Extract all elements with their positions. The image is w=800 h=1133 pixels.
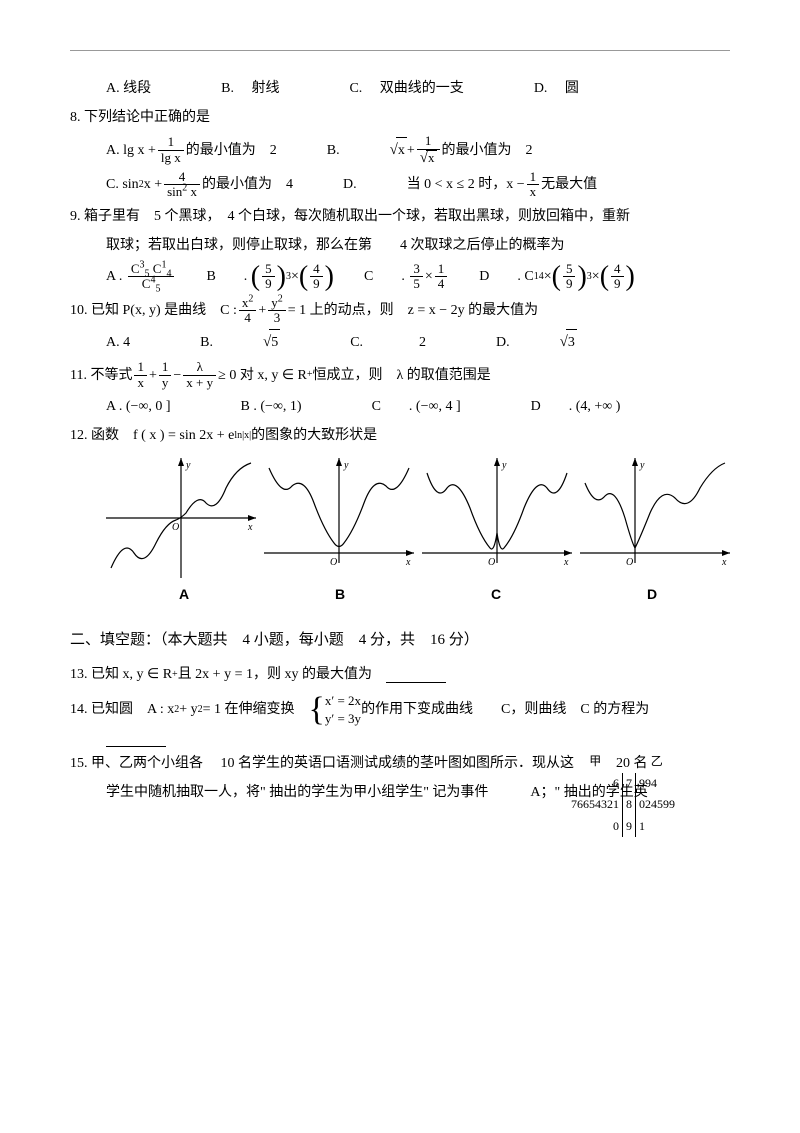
q13: 13. 已知 x, y ∈ R+ 且 2x + y = 1，则 xy 的最大值为: [70, 662, 730, 687]
q7-opt-a: A. 线段: [106, 76, 151, 101]
svg-text:y: y: [639, 460, 645, 471]
label-a: A: [179, 582, 189, 607]
q15-num: 15.: [70, 751, 88, 776]
q8-b-sqrt: x: [390, 137, 407, 164]
q11-stem: 11. 不等式 1x + 1y − λx + y ≥ 0 对 x, y ∈ R+…: [70, 360, 730, 390]
q8-b-post: 的最小值为 2: [442, 138, 533, 163]
q9-a-frac: C35 C14 C45: [128, 262, 175, 292]
q10-a: A. 4: [106, 330, 130, 355]
q10-options: A. 4 B. 5 C. 2 D. 3: [70, 329, 730, 356]
graph-a: O x y: [106, 458, 256, 578]
svg-text:x: x: [721, 557, 727, 568]
q8-num: 8.: [70, 105, 81, 130]
q9-c: C .: [364, 264, 405, 289]
q9-stem1: 9. 箱子里有 5 个黑球， 4 个白球，每次随机取出一个球，若取出黑球，则放回…: [70, 204, 730, 229]
graph-b: O x y: [264, 458, 414, 578]
q8-stem: 8. 下列结论中正确的是: [70, 105, 730, 130]
q7-options: A. 线段 B. 射线 C. 双曲线的一支 D. 圆: [70, 76, 730, 101]
q9-b-expr: (59)3 ×(49): [251, 262, 334, 292]
q8-b-plus: +: [407, 138, 415, 163]
q12-labels: A B C D: [106, 582, 730, 607]
q11-d: D . (4, +∞ ): [531, 394, 621, 419]
q11-b: B . (−∞, 1): [241, 394, 302, 419]
q7-opt-b: B. 射线: [221, 76, 279, 101]
label-d: D: [647, 582, 657, 607]
q8-row2: C. sin2 x + 4 sin2 x 的最小值为 4 D. 当 0 < x …: [70, 170, 730, 200]
q10-num: 10.: [70, 298, 88, 323]
svg-text:y: y: [501, 460, 507, 471]
q10-c: C. 2: [350, 330, 426, 355]
q10-b: B.: [200, 330, 213, 355]
graph-d: O x y: [580, 458, 730, 578]
q8-row1: A. lg x + 1 lg x 的最小值为 2 B. x + 1 x 的最小值…: [70, 134, 730, 166]
q11-c: C . (−∞, 4 ]: [372, 394, 461, 419]
svg-text:O: O: [626, 557, 633, 568]
q7-opt-c: C. 双曲线的一支: [349, 76, 463, 101]
label-b: B: [335, 582, 345, 607]
q11-a: A . (−∞, 0 ]: [106, 394, 171, 419]
q14-blank-row: [70, 732, 730, 747]
q8-a-pre: A. lg x +: [106, 138, 156, 163]
q10-d: D.: [496, 330, 510, 355]
q14-num: 14.: [70, 697, 88, 722]
svg-text:O: O: [172, 522, 179, 533]
q8-c-frac: 4 sin2 x: [164, 170, 200, 200]
q8-text: 下列结论中正确的是: [84, 105, 210, 130]
q9-a: A .: [106, 264, 122, 289]
svg-text:x: x: [405, 557, 411, 568]
q14: 14. 已知圆 A : x2 + y2 = 1 在伸缩变换 { x′ = 2x …: [70, 692, 730, 728]
svg-text:y: y: [185, 460, 191, 471]
section2-title: 二、填空题：（本大题共 4 小题，每小题 4 分，共 16 分）: [70, 627, 730, 654]
svg-text:x: x: [563, 557, 569, 568]
page-rule: [70, 50, 730, 51]
q8-b-label: B.: [327, 138, 340, 163]
q8-d-frac: 1 x: [527, 170, 540, 200]
svg-text:O: O: [488, 557, 495, 568]
q8-a-frac: 1 lg x: [158, 135, 184, 165]
q14-system: { x′ = 2x y′ = 3y: [309, 692, 362, 728]
svg-text:y: y: [343, 460, 349, 471]
q8-a-post: 的最小值为 2: [186, 138, 277, 163]
svg-text:x: x: [247, 522, 253, 533]
q11-options: A . (−∞, 0 ] B . (−∞, 1) C . (−∞, 4 ] D …: [70, 394, 730, 419]
q14-blank: [106, 732, 166, 747]
q7-opt-d: D. 圆: [534, 76, 579, 101]
svg-text:O: O: [330, 557, 337, 568]
q12-graphs: O x y O x y O x y O x y: [106, 458, 730, 578]
q8-c-post: 的最小值为 4: [202, 172, 293, 197]
q8-c-pre: C. sin: [106, 172, 139, 197]
q8-d-text: 当 0 < x ≤ 2 时，x −: [407, 172, 525, 197]
q9-b: B .: [206, 264, 247, 289]
q13-blank: [386, 668, 446, 683]
q8-b-frac: 1 x: [417, 134, 440, 166]
q10-stem: 10. 已知 P(x, y) 是曲线 C : x24 + y23 = 1 上的动…: [70, 296, 730, 326]
q9-d: D .: [479, 264, 521, 289]
q15: 甲乙 67994 766543218024599 091 15. 甲、乙两个小组…: [70, 751, 730, 805]
q13-num: 13.: [70, 662, 88, 687]
q8-d-post: 无最大值: [541, 172, 597, 197]
graph-c: O x y: [422, 458, 572, 578]
stem-leaf-plot: 甲乙 67994 766543218024599 091: [568, 751, 678, 837]
q12-stem: 12. 函数 f ( x ) = sin 2x + eln|x| 的图象的大致形…: [70, 423, 730, 448]
q9-options: A . C35 C14 C45 B . (59)3 ×(49) C . 35×1…: [70, 262, 730, 292]
q12-num: 12.: [70, 423, 88, 448]
q9-stem2: 取球；若取出白球，则停止取球，那么在第 4 次取球之后停止的概率为: [70, 233, 730, 258]
q8-d-label: D.: [343, 172, 357, 197]
q9-num: 9.: [70, 204, 81, 229]
q11-num: 11.: [70, 363, 87, 388]
label-c: C: [491, 582, 501, 607]
